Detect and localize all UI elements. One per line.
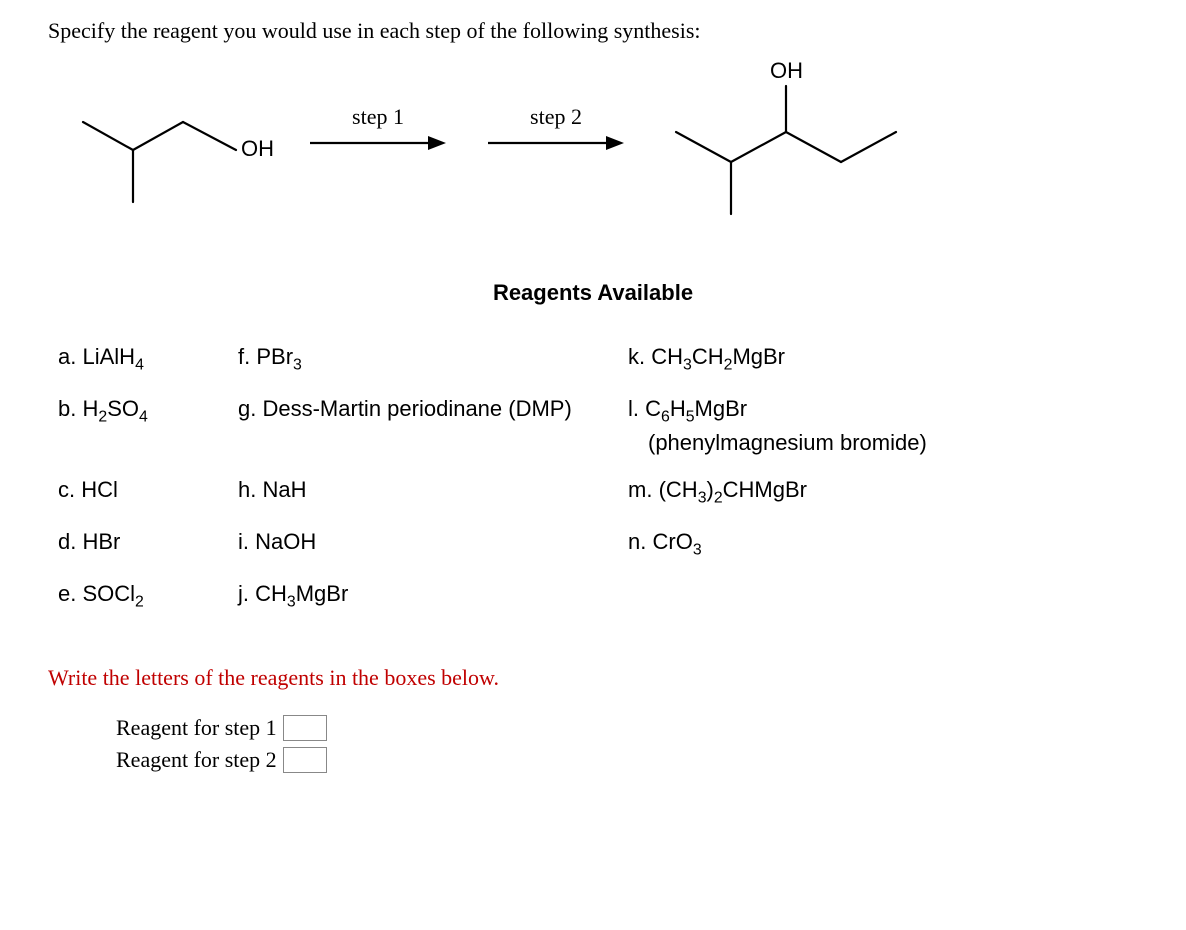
oh-label-start: OH xyxy=(241,136,274,161)
reagent-list: a. LiAlH4 f. PBr3 k. CH3CH2MgBr b. H2SO4… xyxy=(58,342,1138,613)
arrow-step1: step 1 xyxy=(308,132,448,154)
arrow-step2: step 2 xyxy=(486,132,626,154)
reagent-i: i. NaOH xyxy=(238,527,618,561)
step2-answer-input[interactable] xyxy=(283,747,327,773)
reagent-d: d. HBr xyxy=(58,527,228,561)
oh-label-product: OH xyxy=(770,58,803,83)
question-text: Specify the reagent you would use in eac… xyxy=(48,18,1138,44)
reagent-e: e. SOCl2 xyxy=(58,579,228,613)
reagent-f: f. PBr3 xyxy=(238,342,618,376)
reagent-b: b. H2SO4 xyxy=(58,394,228,457)
step2-label: step 2 xyxy=(530,104,582,130)
reagents-title: Reagents Available xyxy=(48,280,1138,306)
reaction-scheme: OH step 1 step 2 OH xyxy=(78,74,1138,218)
answer-section: Reagent for step 1 Reagent for step 2 xyxy=(116,715,1138,773)
reagent-a: a. LiAlH4 xyxy=(58,342,228,376)
reagent-l: l. C6H5MgBr (phenylmagnesium bromide) xyxy=(628,394,1138,457)
instruction-text: Write the letters of the reagents in the… xyxy=(48,665,1138,691)
reagent-m: m. (CH3)2CHMgBr xyxy=(628,475,1138,509)
reagent-h: h. NaH xyxy=(238,475,618,509)
step1-answer-label: Reagent for step 1 xyxy=(116,715,277,741)
reagent-k: k. CH3CH2MgBr xyxy=(628,342,1138,376)
reagent-c: c. HCl xyxy=(58,475,228,509)
reagent-j: j. CH3MgBr xyxy=(238,579,618,613)
reagent-n: n. CrO3 xyxy=(628,527,1138,561)
step2-answer-label: Reagent for step 2 xyxy=(116,747,277,773)
step1-answer-input[interactable] xyxy=(283,715,327,741)
reagent-g: g. Dess-Martin periodinane (DMP) xyxy=(238,394,618,457)
step1-label: step 1 xyxy=(352,104,404,130)
product-molecule: OH xyxy=(656,50,956,218)
start-molecule: OH xyxy=(78,74,298,204)
